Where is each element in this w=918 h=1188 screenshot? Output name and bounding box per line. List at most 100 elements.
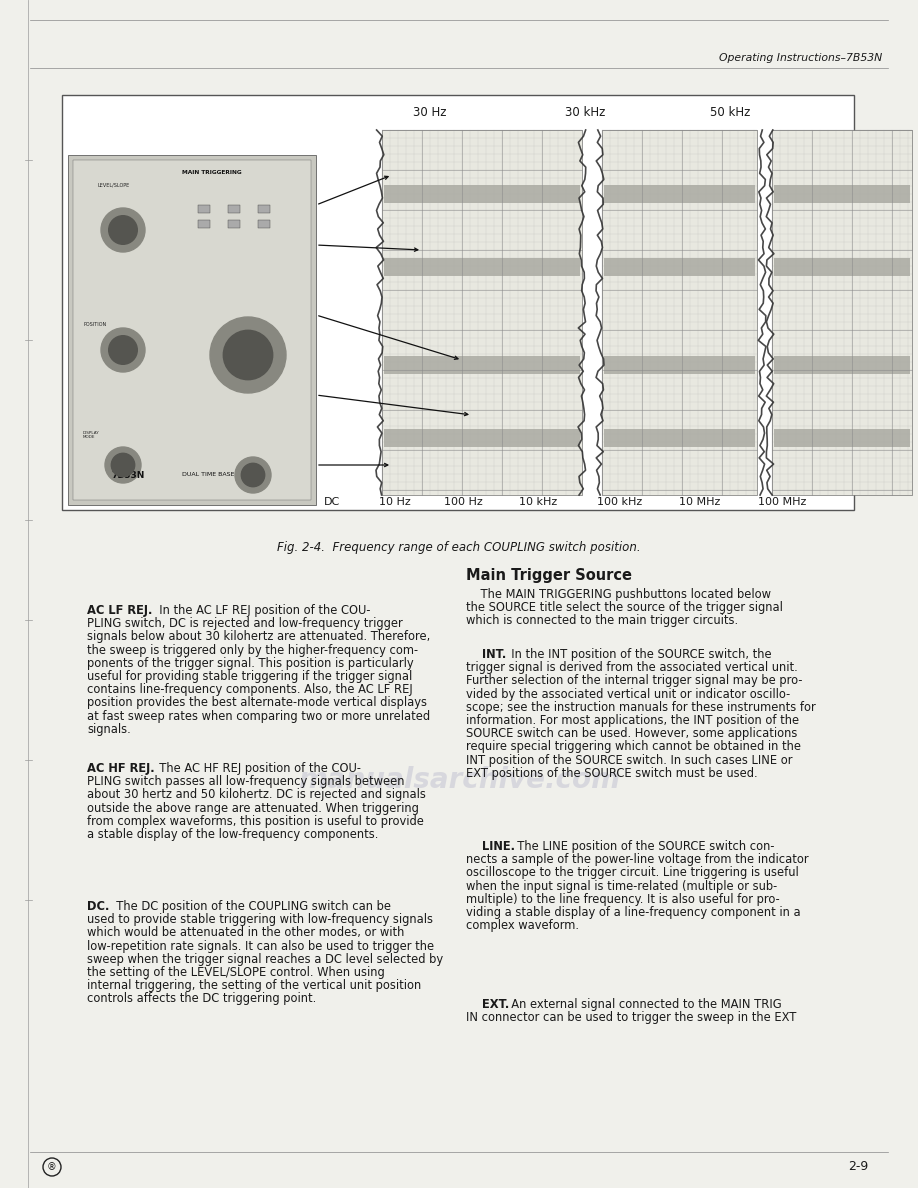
Text: signals below about 30 kilohertz are attenuated. Therefore,: signals below about 30 kilohertz are att… (87, 631, 431, 644)
Text: vided by the associated vertical unit or indicator oscillo-: vided by the associated vertical unit or… (466, 688, 790, 701)
Text: IN connector can be used to trigger the sweep in the EXT: IN connector can be used to trigger the … (466, 1011, 797, 1024)
Text: internal triggering, the setting of the vertical unit position: internal triggering, the setting of the … (87, 979, 421, 992)
Text: signals.: signals. (87, 722, 130, 735)
Circle shape (101, 208, 145, 252)
Text: 2-9: 2-9 (847, 1161, 868, 1174)
Text: EXT.: EXT. (466, 998, 509, 1011)
Bar (228, 220, 240, 228)
Text: which would be attenuated in the other modes, or with: which would be attenuated in the other m… (87, 927, 404, 940)
Text: INT position of the SOURCE switch. In such cases LINE or: INT position of the SOURCE switch. In su… (466, 753, 792, 766)
Text: LINE.: LINE. (466, 840, 515, 853)
Bar (258, 220, 270, 228)
Text: DUAL TIME BASE: DUAL TIME BASE (182, 473, 234, 478)
Text: 50 kHz: 50 kHz (710, 107, 750, 120)
Circle shape (241, 463, 264, 487)
Text: Operating Instructions–7B53N: Operating Instructions–7B53N (719, 53, 882, 63)
Bar (258, 206, 270, 213)
Bar (384, 356, 580, 374)
Text: require special triggering which cannot be obtained in the: require special triggering which cannot … (466, 740, 801, 753)
Text: which is connected to the main trigger circuits.: which is connected to the main trigger c… (466, 614, 738, 627)
Text: viding a stable display of a line-frequency component in a: viding a stable display of a line-freque… (466, 906, 800, 920)
Text: information. For most applications, the INT position of the: information. For most applications, the … (466, 714, 800, 727)
Bar (772, 129, 912, 495)
Circle shape (223, 330, 273, 380)
Circle shape (108, 336, 138, 365)
Bar (774, 356, 910, 374)
Text: manualsarchive.com: manualsarchive.com (298, 766, 620, 794)
Text: nects a sample of the power-line voltage from the indicator: nects a sample of the power-line voltage… (466, 853, 809, 866)
Text: a stable display of the low-frequency components.: a stable display of the low-frequency co… (87, 828, 378, 841)
Bar (228, 206, 240, 213)
Circle shape (105, 447, 141, 484)
Text: trigger signal is derived from the associated vertical unit.: trigger signal is derived from the assoc… (466, 662, 798, 675)
Bar (68, 154, 316, 505)
Text: In the AC LF REJ position of the COU-: In the AC LF REJ position of the COU- (152, 604, 371, 617)
Circle shape (101, 328, 145, 372)
Text: 10 kHz: 10 kHz (519, 497, 557, 507)
Bar (198, 206, 210, 213)
Text: 100 kHz: 100 kHz (598, 497, 643, 507)
Circle shape (111, 454, 135, 476)
Text: Fig. 2-4.  Frequency range of each COUPLING switch position.: Fig. 2-4. Frequency range of each COUPLI… (277, 542, 641, 555)
Text: position provides the best alternate-mode vertical displays: position provides the best alternate-mod… (87, 696, 427, 709)
Text: The MAIN TRIGGERING pushbuttons located below: The MAIN TRIGGERING pushbuttons located … (466, 588, 771, 601)
Text: EXT positions of the SOURCE switch must be used.: EXT positions of the SOURCE switch must … (466, 766, 757, 779)
Text: 30 Hz: 30 Hz (413, 107, 447, 120)
Bar (604, 429, 755, 448)
Text: from complex waveforms, this position is useful to provide: from complex waveforms, this position is… (87, 815, 424, 828)
Text: at fast sweep rates when comparing two or more unrelated: at fast sweep rates when comparing two o… (87, 709, 431, 722)
Text: ponents of the trigger signal. This position is particularly: ponents of the trigger signal. This posi… (87, 657, 414, 670)
Text: AC HF REJ.: AC HF REJ. (87, 762, 154, 775)
Text: useful for providing stable triggering if the trigger signal: useful for providing stable triggering i… (87, 670, 412, 683)
Text: the SOURCE title select the source of the trigger signal: the SOURCE title select the source of th… (466, 601, 783, 614)
Text: when the input signal is time-related (multiple or sub-: when the input signal is time-related (m… (466, 879, 778, 892)
Text: DC: DC (324, 497, 341, 507)
Text: ®: ® (47, 1162, 57, 1173)
Bar (198, 220, 210, 228)
Bar (73, 160, 311, 500)
Text: LEVEL/SLOPE: LEVEL/SLOPE (98, 183, 130, 188)
Text: 10 MHz: 10 MHz (679, 497, 721, 507)
Text: about 30 hertz and 50 kilohertz. DC is rejected and signals: about 30 hertz and 50 kilohertz. DC is r… (87, 789, 426, 802)
Text: outside the above range are attenuated. When triggering: outside the above range are attenuated. … (87, 802, 419, 815)
Text: In the INT position of the SOURCE switch, the: In the INT position of the SOURCE switch… (504, 647, 772, 661)
Text: the sweep is triggered only by the higher-frequency com-: the sweep is triggered only by the highe… (87, 644, 418, 657)
Text: PLING switch passes all low-frequency signals between: PLING switch passes all low-frequency si… (87, 776, 405, 788)
Text: low-repetition rate signals. It can also be used to trigger the: low-repetition rate signals. It can also… (87, 940, 434, 953)
Bar (384, 258, 580, 276)
Text: An external signal connected to the MAIN TRIG: An external signal connected to the MAIN… (504, 998, 781, 1011)
Text: POSITION: POSITION (83, 322, 106, 328)
Bar (774, 429, 910, 448)
Text: complex waveform.: complex waveform. (466, 920, 579, 933)
Text: scope; see the instruction manuals for these instruments for: scope; see the instruction manuals for t… (466, 701, 816, 714)
Text: multiple) to the line frequency. It is also useful for pro-: multiple) to the line frequency. It is a… (466, 893, 779, 905)
Text: Main Trigger Source: Main Trigger Source (466, 568, 632, 583)
Circle shape (235, 457, 271, 493)
Text: contains line-frequency components. Also, the AC LF REJ: contains line-frequency components. Also… (87, 683, 413, 696)
Text: 100 Hz: 100 Hz (443, 497, 482, 507)
Text: The DC position of the COUPLING switch can be: The DC position of the COUPLING switch c… (109, 901, 391, 914)
Text: oscilloscope to the trigger circuit. Line triggering is useful: oscilloscope to the trigger circuit. Lin… (466, 866, 799, 879)
Text: Further selection of the internal trigger signal may be pro-: Further selection of the internal trigge… (466, 675, 802, 688)
Text: SOURCE switch can be used. However, some applications: SOURCE switch can be used. However, some… (466, 727, 798, 740)
Text: MAIN TRIGGERING: MAIN TRIGGERING (182, 171, 241, 176)
Text: The LINE position of the SOURCE switch con-: The LINE position of the SOURCE switch c… (510, 840, 775, 853)
Text: DISPLAY
MODE: DISPLAY MODE (83, 431, 100, 440)
Circle shape (210, 317, 286, 393)
Bar (774, 258, 910, 276)
Bar (604, 356, 755, 374)
Text: 7B53N: 7B53N (111, 470, 145, 480)
Bar (384, 185, 580, 203)
Text: INT.: INT. (466, 647, 506, 661)
Bar (382, 129, 582, 495)
Bar (604, 258, 755, 276)
Text: used to provide stable triggering with low-frequency signals: used to provide stable triggering with l… (87, 914, 433, 927)
Text: The AC HF REJ position of the COU-: The AC HF REJ position of the COU- (152, 762, 361, 775)
Text: sweep when the trigger signal reaches a DC level selected by: sweep when the trigger signal reaches a … (87, 953, 443, 966)
Bar (604, 185, 755, 203)
Text: 10 Hz: 10 Hz (379, 497, 411, 507)
Circle shape (108, 216, 138, 245)
Text: DC.: DC. (87, 901, 109, 914)
Bar (62, 95, 854, 510)
Text: 100 MHz: 100 MHz (758, 497, 806, 507)
